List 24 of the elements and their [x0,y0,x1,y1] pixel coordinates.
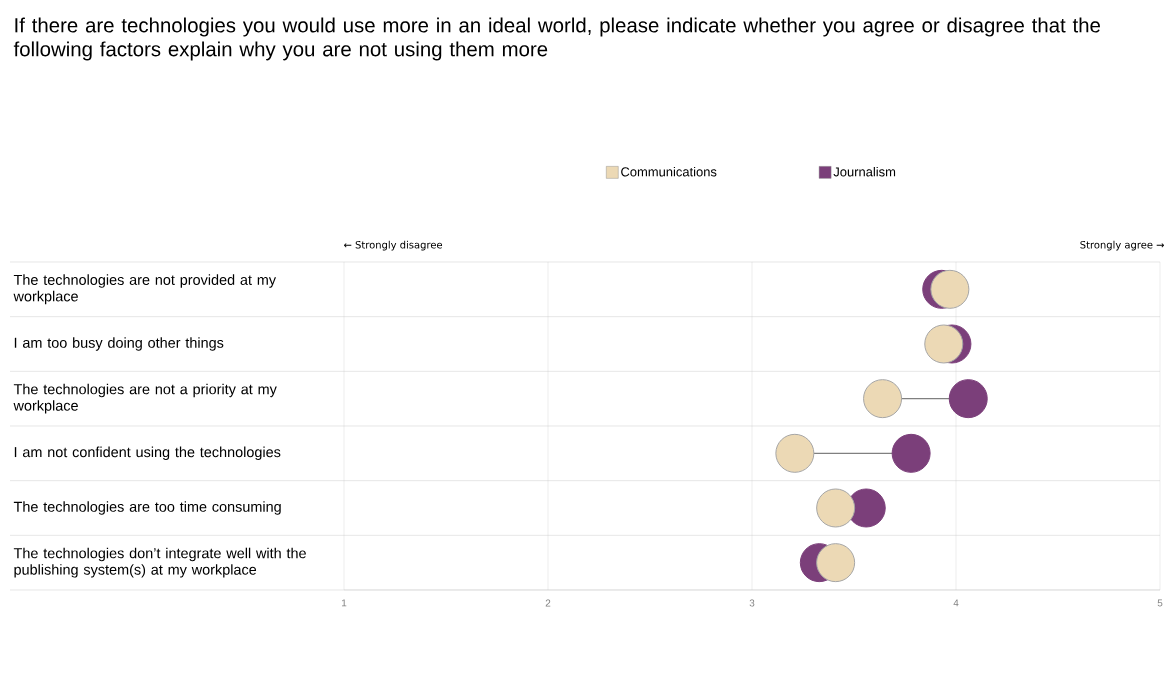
x-tick-label: 2 [545,599,551,607]
y-tick-label: The technologies are too time consuming [13,501,281,515]
text: ← Strongly disagree [344,240,443,251]
point [924,324,964,364]
point [816,543,856,583]
y-tick-label: The technologies are not a priority at my workplace [13,383,277,414]
point [816,488,856,528]
x-tick-label: 3 [749,599,755,607]
y-tick-label: I am too busy doing other things [14,337,224,351]
y-tick-label: The technologies are not provided at my workplace [13,274,277,305]
chart-title: If there are technologies you would use more in an ideal world, please indicate whether you agree or disagree that the following factors explain why you are not using them more [13,17,1100,61]
y-tick-label: The technologies don’t integrate well with the publishing system(s) at my workplace [13,547,306,578]
point [930,269,970,309]
point [948,379,988,419]
point [863,379,903,419]
y-tick-label: I am not confident using the technologies [14,446,281,461]
x-tick-label: 1 [342,599,347,607]
legend-label: Journalism [833,166,896,177]
x-tick-label: 4 [953,599,959,607]
point [891,433,931,473]
legend-label: Communications [621,166,717,177]
x-tick-label: 5 [1157,599,1163,607]
point [775,433,815,473]
text: Strongly agree → [1080,240,1164,251]
